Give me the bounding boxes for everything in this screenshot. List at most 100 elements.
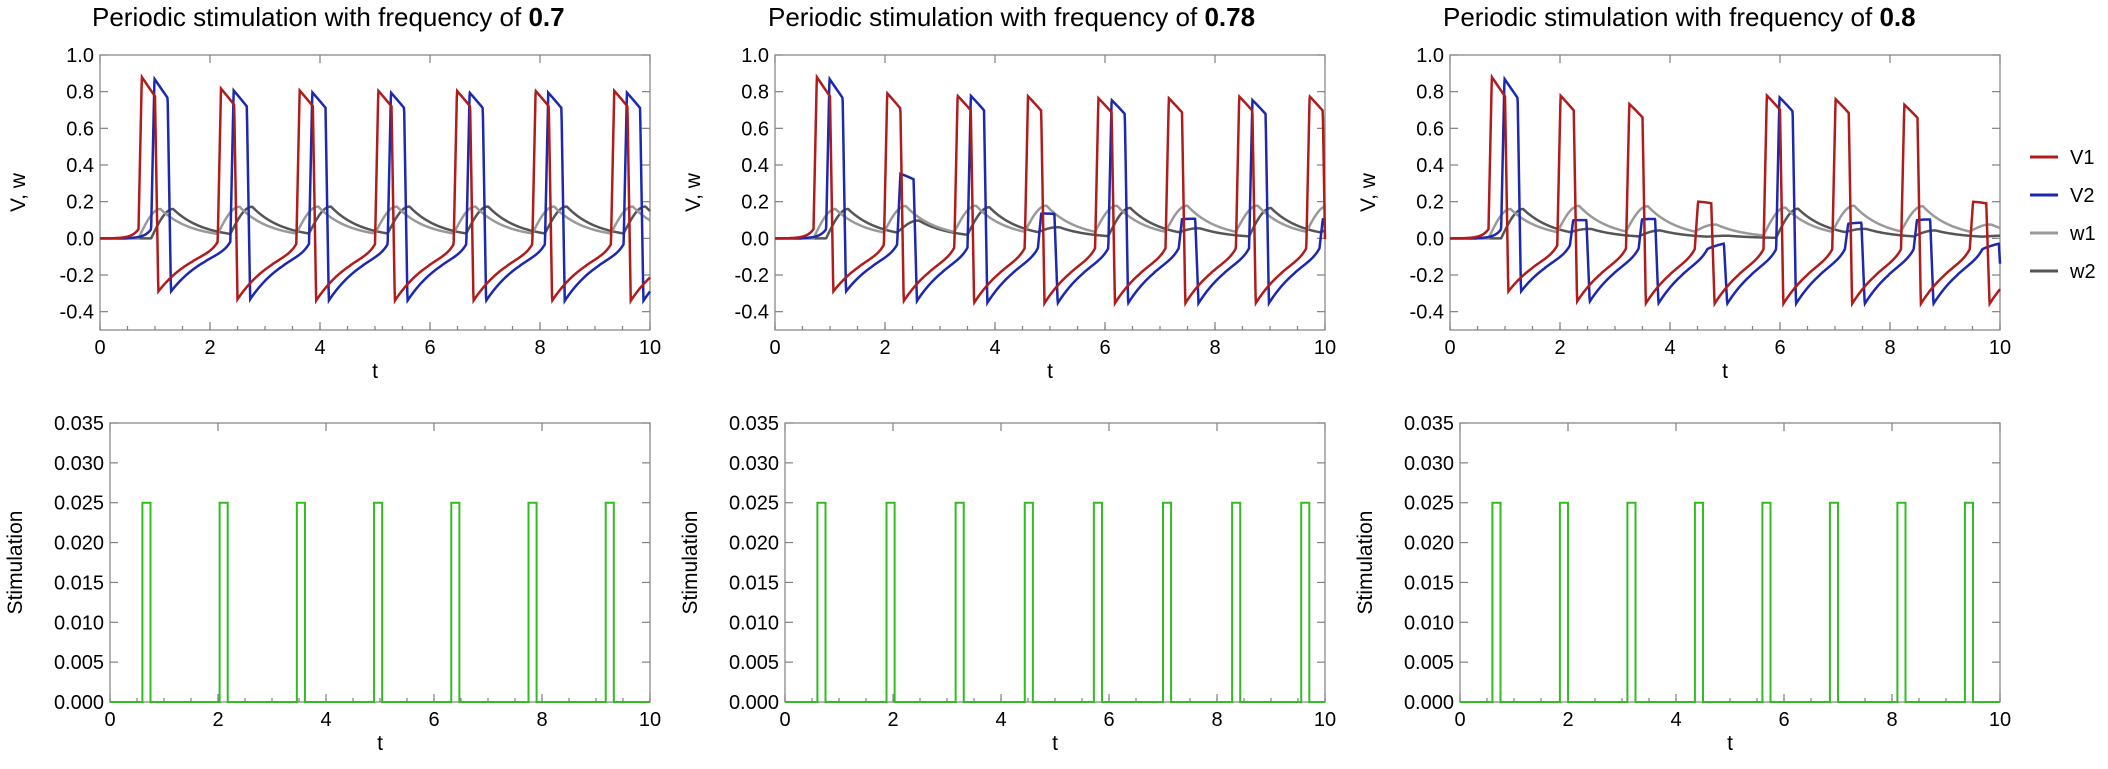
x-tick-label: 0 bbox=[779, 709, 790, 731]
x-tick-label: 4 bbox=[320, 709, 331, 731]
series-line-v1 bbox=[1450, 73, 2001, 308]
chart-panel-0: -0.4 -0.2 0.0 0.2 0.4 0.6 0.8 1.0 0 2 4 6 8 10 t V, w bbox=[7, 45, 661, 383]
y-tick-label: 0.010 bbox=[54, 612, 104, 634]
x-tick-label: 8 bbox=[1884, 337, 1895, 359]
series-line-w2 bbox=[775, 206, 1326, 240]
y-tick-label: 1.0 bbox=[741, 45, 769, 67]
chart-title: Periodic stimulation with frequency of 0… bbox=[768, 2, 1255, 32]
chart-panel-5: 0.000 0.005 0.010 0.015 0.020 0.025 0.030 0.035… bbox=[1354, 413, 2011, 755]
y-tick-label: -0.2 bbox=[60, 265, 94, 287]
x-axis-label: t bbox=[1727, 732, 1733, 755]
chart-panel-1: -0.4 -0.2 0.0 0.2 0.4 0.6 0.8 1.0 0 2 4 6 8 10 t V, w bbox=[682, 45, 1336, 383]
y-tick-label: 0.030 bbox=[54, 453, 104, 475]
y-axis-label: V, w bbox=[7, 172, 30, 212]
series-line-v2 bbox=[775, 75, 1326, 308]
x-tick-label: 4 bbox=[995, 709, 1006, 731]
stimulation-line bbox=[1460, 501, 2000, 703]
x-tick-label: 10 bbox=[639, 709, 661, 731]
y-tick-label: 0.010 bbox=[729, 612, 779, 634]
x-tick-label: 6 bbox=[1778, 709, 1789, 731]
chart-panel-2: -0.4 -0.2 0.0 0.2 0.4 0.6 0.8 1.0 0 2 4 6 8 10 t V, w bbox=[1357, 45, 2011, 383]
chart-title: Periodic stimulation with frequency of 0… bbox=[92, 2, 565, 32]
y-tick-label: 0.8 bbox=[1416, 82, 1444, 104]
y-tick-label: 1.0 bbox=[66, 45, 94, 67]
y-tick-label: 0.6 bbox=[1416, 118, 1444, 140]
y-tick-label: 1.0 bbox=[1416, 45, 1444, 67]
y-tick-label: 0.020 bbox=[729, 533, 779, 555]
y-tick-label: 0.000 bbox=[54, 692, 104, 714]
x-tick-label: 2 bbox=[1562, 709, 1573, 731]
legend-label: w1 bbox=[2069, 223, 2096, 245]
y-tick-label: 0.4 bbox=[66, 155, 94, 177]
x-tick-label: 4 bbox=[989, 337, 1000, 359]
x-tick-label: 8 bbox=[534, 337, 545, 359]
x-tick-label: 2 bbox=[879, 337, 890, 359]
series-line-v1 bbox=[775, 73, 1327, 308]
chart-panel-3: 0.000 0.005 0.010 0.015 0.020 0.025 0.030 0.035… bbox=[4, 413, 661, 755]
x-tick-label: 2 bbox=[204, 337, 215, 359]
y-tick-label: 0.015 bbox=[54, 572, 104, 594]
x-tick-label: 10 bbox=[1989, 337, 2011, 359]
plot-frame bbox=[109, 422, 651, 703]
x-tick-label: 4 bbox=[314, 337, 325, 359]
chart-title-value: 0.78 bbox=[1204, 2, 1255, 32]
x-tick-label: 6 bbox=[428, 709, 439, 731]
y-tick-label: 0.025 bbox=[729, 493, 779, 515]
y-tick-label: 0.015 bbox=[1404, 572, 1454, 594]
x-tick-label: 10 bbox=[1314, 709, 1336, 731]
x-tick-label: 10 bbox=[639, 337, 661, 359]
series-line-v2 bbox=[100, 75, 651, 305]
chart-title-prefix: Periodic stimulation with frequency of bbox=[768, 2, 1204, 32]
y-tick-label: 0.030 bbox=[1404, 453, 1454, 475]
x-tick-label: 8 bbox=[1886, 709, 1897, 731]
y-tick-label: 0.6 bbox=[741, 118, 769, 140]
y-tick-label: 0.6 bbox=[66, 118, 94, 140]
y-tick-label: 0.4 bbox=[1416, 155, 1444, 177]
x-tick-label: 0 bbox=[769, 337, 780, 359]
legend-label: V1 bbox=[2070, 147, 2094, 169]
y-tick-label: 0.035 bbox=[54, 413, 104, 435]
y-tick-label: 0.035 bbox=[1404, 413, 1454, 435]
y-tick-label: 0.0 bbox=[741, 228, 769, 250]
y-tick-label: 0.0 bbox=[66, 228, 94, 250]
y-tick-label: 0.000 bbox=[729, 692, 779, 714]
x-tick-label: 0 bbox=[1444, 337, 1455, 359]
x-axis-label: t bbox=[1722, 360, 1728, 383]
x-axis-label: t bbox=[377, 732, 383, 755]
y-tick-label: 0.005 bbox=[729, 652, 779, 674]
x-tick-label: 2 bbox=[887, 709, 898, 731]
y-tick-label: 0.0 bbox=[1416, 228, 1444, 250]
x-tick-label: 0 bbox=[104, 709, 115, 731]
x-tick-label: 6 bbox=[1774, 337, 1785, 359]
y-tick-label: 0.4 bbox=[741, 155, 769, 177]
chart-title: Periodic stimulation with frequency of 0… bbox=[1443, 2, 1916, 32]
x-tick-label: 8 bbox=[1209, 337, 1220, 359]
chart-panel-4: 0.000 0.005 0.010 0.015 0.020 0.025 0.030 0.035… bbox=[679, 413, 1336, 755]
x-tick-label: 10 bbox=[1314, 337, 1336, 359]
x-axis-label: t bbox=[1052, 732, 1058, 755]
y-axis-label: Stimulation bbox=[4, 511, 27, 615]
y-tick-label: -0.4 bbox=[735, 302, 769, 324]
chart-title-prefix: Periodic stimulation with frequency of bbox=[92, 2, 528, 32]
x-tick-label: 4 bbox=[1664, 337, 1675, 359]
y-tick-label: 0.8 bbox=[66, 82, 94, 104]
y-tick-label: 0.035 bbox=[729, 413, 779, 435]
plot-frame bbox=[774, 54, 1326, 331]
x-axis-label: t bbox=[1047, 360, 1053, 383]
y-tick-label: 0.2 bbox=[1416, 192, 1444, 214]
y-tick-label: 0.2 bbox=[66, 192, 94, 214]
x-tick-label: 6 bbox=[424, 337, 435, 359]
chart-title-value: 0.7 bbox=[528, 2, 564, 32]
y-axis-label: V, w bbox=[1357, 172, 1380, 212]
series-line-w1 bbox=[775, 204, 1326, 240]
series-line-v1 bbox=[100, 73, 651, 305]
x-tick-label: 0 bbox=[94, 337, 105, 359]
x-tick-label: 8 bbox=[536, 709, 547, 731]
y-axis-label: Stimulation bbox=[679, 511, 702, 615]
y-tick-label: 0.8 bbox=[741, 82, 769, 104]
y-tick-label: 0.025 bbox=[1404, 493, 1454, 515]
y-tick-label: 0.015 bbox=[729, 572, 779, 594]
y-tick-label: -0.2 bbox=[735, 265, 769, 287]
x-tick-label: 2 bbox=[1554, 337, 1565, 359]
